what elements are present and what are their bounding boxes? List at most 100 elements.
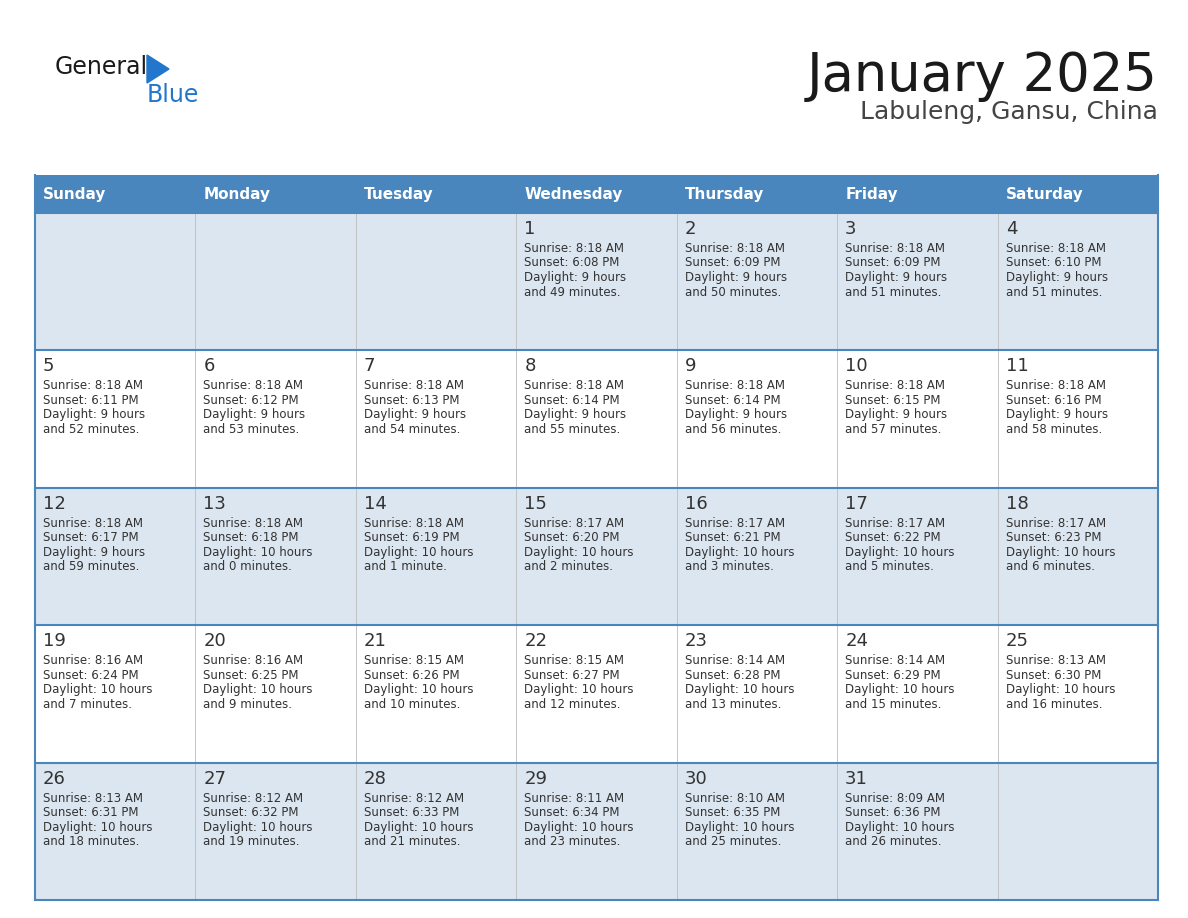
Text: Sunrise: 8:18 AM: Sunrise: 8:18 AM	[43, 517, 143, 530]
Text: Sunset: 6:25 PM: Sunset: 6:25 PM	[203, 668, 299, 682]
Text: Daylight: 9 hours: Daylight: 9 hours	[43, 546, 145, 559]
Text: Sunset: 6:31 PM: Sunset: 6:31 PM	[43, 806, 139, 819]
Text: Sunrise: 8:17 AM: Sunrise: 8:17 AM	[1005, 517, 1106, 530]
Text: Sunrise: 8:18 AM: Sunrise: 8:18 AM	[684, 379, 785, 392]
Text: Sunrise: 8:14 AM: Sunrise: 8:14 AM	[684, 655, 785, 667]
Bar	[998, 487, 1158, 625]
Text: and 53 minutes.: and 53 minutes.	[203, 423, 299, 436]
Text: Sunrise: 8:14 AM: Sunrise: 8:14 AM	[845, 655, 946, 667]
Text: January 2025: January 2025	[807, 50, 1158, 102]
Text: Daylight: 10 hours: Daylight: 10 hours	[364, 821, 473, 834]
Text: Daylight: 10 hours: Daylight: 10 hours	[845, 683, 955, 696]
Polygon shape	[147, 55, 169, 83]
Text: and 16 minutes.: and 16 minutes.	[1005, 698, 1102, 711]
Text: Saturday: Saturday	[1005, 186, 1083, 201]
Text: Labuleng, Gansu, China: Labuleng, Gansu, China	[860, 100, 1158, 124]
Text: and 5 minutes.: and 5 minutes.	[845, 560, 934, 574]
Text: Daylight: 9 hours: Daylight: 9 hours	[524, 409, 626, 421]
Text: Daylight: 9 hours: Daylight: 9 hours	[203, 409, 305, 421]
Text: Daylight: 10 hours: Daylight: 10 hours	[684, 683, 795, 696]
Text: Daylight: 10 hours: Daylight: 10 hours	[203, 821, 312, 834]
Text: 20: 20	[203, 633, 226, 650]
Bar	[677, 487, 838, 625]
Text: Sunset: 6:08 PM: Sunset: 6:08 PM	[524, 256, 620, 270]
Bar	[196, 213, 356, 351]
Text: Sunset: 6:23 PM: Sunset: 6:23 PM	[1005, 532, 1101, 544]
Text: Sunrise: 8:18 AM: Sunrise: 8:18 AM	[845, 379, 946, 392]
Text: 9: 9	[684, 357, 696, 375]
Text: Sunrise: 8:18 AM: Sunrise: 8:18 AM	[364, 379, 463, 392]
Text: Sunrise: 8:10 AM: Sunrise: 8:10 AM	[684, 791, 785, 804]
Text: Sunset: 6:19 PM: Sunset: 6:19 PM	[364, 532, 460, 544]
Bar	[517, 763, 677, 900]
Text: and 13 minutes.: and 13 minutes.	[684, 698, 781, 711]
Bar	[356, 763, 517, 900]
Text: and 21 minutes.: and 21 minutes.	[364, 835, 461, 848]
Text: 3: 3	[845, 220, 857, 238]
Text: Daylight: 10 hours: Daylight: 10 hours	[684, 546, 795, 559]
Text: Sunrise: 8:12 AM: Sunrise: 8:12 AM	[364, 791, 465, 804]
Text: Sunrise: 8:18 AM: Sunrise: 8:18 AM	[845, 242, 946, 255]
Text: Daylight: 9 hours: Daylight: 9 hours	[43, 409, 145, 421]
Text: 16: 16	[684, 495, 708, 513]
Text: and 12 minutes.: and 12 minutes.	[524, 698, 621, 711]
Text: and 54 minutes.: and 54 minutes.	[364, 423, 460, 436]
Text: Sunrise: 8:11 AM: Sunrise: 8:11 AM	[524, 791, 625, 804]
Text: 5: 5	[43, 357, 55, 375]
Text: 26: 26	[43, 769, 65, 788]
Text: Daylight: 10 hours: Daylight: 10 hours	[364, 683, 473, 696]
Text: Sunset: 6:14 PM: Sunset: 6:14 PM	[524, 394, 620, 407]
Text: Sunrise: 8:16 AM: Sunrise: 8:16 AM	[43, 655, 143, 667]
Bar	[838, 625, 998, 763]
Bar	[677, 213, 838, 351]
Text: Sunset: 6:24 PM: Sunset: 6:24 PM	[43, 668, 139, 682]
Bar	[517, 625, 677, 763]
Text: Sunrise: 8:18 AM: Sunrise: 8:18 AM	[524, 379, 624, 392]
Text: Sunset: 6:14 PM: Sunset: 6:14 PM	[684, 394, 781, 407]
Text: 19: 19	[43, 633, 65, 650]
Text: Sunset: 6:26 PM: Sunset: 6:26 PM	[364, 668, 460, 682]
Text: 25: 25	[1005, 633, 1029, 650]
Bar	[838, 175, 998, 213]
Text: Daylight: 9 hours: Daylight: 9 hours	[684, 271, 786, 284]
Text: and 56 minutes.: and 56 minutes.	[684, 423, 781, 436]
Text: and 7 minutes.: and 7 minutes.	[43, 698, 132, 711]
Text: 24: 24	[845, 633, 868, 650]
Bar	[356, 351, 517, 487]
Text: Sunrise: 8:17 AM: Sunrise: 8:17 AM	[845, 517, 946, 530]
Bar	[838, 763, 998, 900]
Text: and 15 minutes.: and 15 minutes.	[845, 698, 942, 711]
Bar	[998, 175, 1158, 213]
Text: Sunrise: 8:12 AM: Sunrise: 8:12 AM	[203, 791, 304, 804]
Bar	[517, 175, 677, 213]
Text: and 25 minutes.: and 25 minutes.	[684, 835, 781, 848]
Text: Sunset: 6:11 PM: Sunset: 6:11 PM	[43, 394, 139, 407]
Text: Sunset: 6:12 PM: Sunset: 6:12 PM	[203, 394, 299, 407]
Text: Sunset: 6:27 PM: Sunset: 6:27 PM	[524, 668, 620, 682]
Text: Sunrise: 8:17 AM: Sunrise: 8:17 AM	[524, 517, 625, 530]
Text: and 59 minutes.: and 59 minutes.	[43, 560, 139, 574]
Text: 31: 31	[845, 769, 868, 788]
Bar	[356, 175, 517, 213]
Bar	[34, 625, 196, 763]
Text: Sunset: 6:15 PM: Sunset: 6:15 PM	[845, 394, 941, 407]
Text: and 0 minutes.: and 0 minutes.	[203, 560, 292, 574]
Bar	[998, 351, 1158, 487]
Text: Daylight: 10 hours: Daylight: 10 hours	[845, 546, 955, 559]
Text: and 1 minute.: and 1 minute.	[364, 560, 447, 574]
Bar	[356, 487, 517, 625]
Bar	[196, 175, 356, 213]
Text: Sunrise: 8:16 AM: Sunrise: 8:16 AM	[203, 655, 304, 667]
Text: 1: 1	[524, 220, 536, 238]
Text: Tuesday: Tuesday	[364, 186, 434, 201]
Text: and 55 minutes.: and 55 minutes.	[524, 423, 620, 436]
Text: and 52 minutes.: and 52 minutes.	[43, 423, 139, 436]
Text: 21: 21	[364, 633, 387, 650]
Text: Sunset: 6:33 PM: Sunset: 6:33 PM	[364, 806, 460, 819]
Text: Sunset: 6:18 PM: Sunset: 6:18 PM	[203, 532, 299, 544]
Text: Sunrise: 8:13 AM: Sunrise: 8:13 AM	[1005, 655, 1106, 667]
Text: Sunset: 6:22 PM: Sunset: 6:22 PM	[845, 532, 941, 544]
Text: Sunrise: 8:18 AM: Sunrise: 8:18 AM	[203, 517, 303, 530]
Text: Daylight: 10 hours: Daylight: 10 hours	[43, 821, 152, 834]
Bar	[34, 487, 196, 625]
